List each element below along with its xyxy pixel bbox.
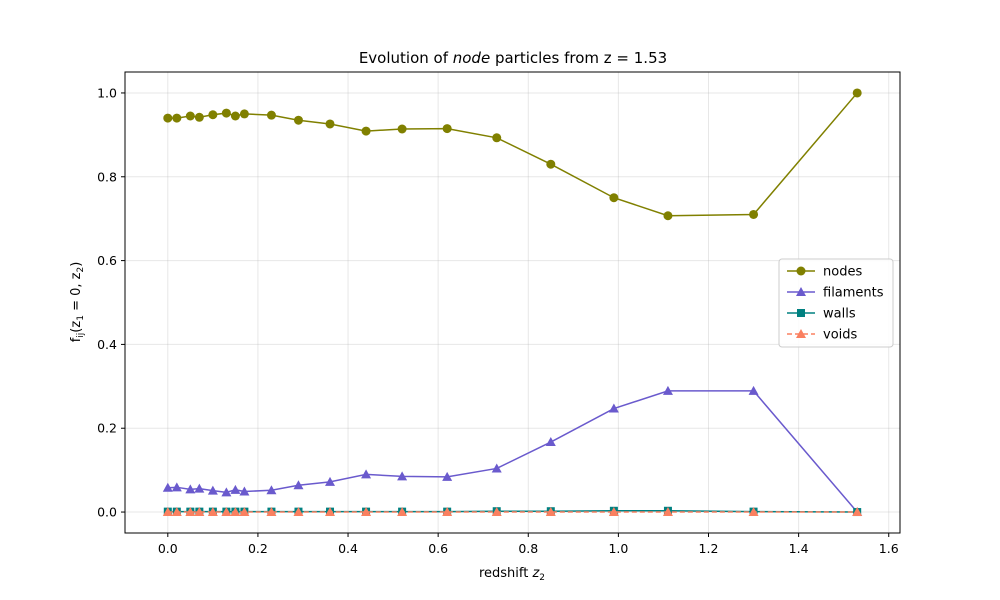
- data-point-nodes: [609, 193, 619, 203]
- x-tick-label: 1.6: [879, 541, 899, 556]
- data-point-voids: [361, 507, 372, 517]
- data-point-voids: [397, 507, 408, 517]
- data-point-filaments: [608, 403, 619, 413]
- data-point-voids: [491, 507, 502, 517]
- data-point-filaments: [748, 385, 759, 395]
- data-point-voids: [207, 507, 218, 517]
- data-point-filaments: [194, 483, 205, 493]
- data-point-nodes: [239, 109, 249, 119]
- data-point-filaments: [442, 471, 453, 481]
- legend-marker-filaments: [796, 287, 806, 296]
- data-point-filaments: [662, 385, 673, 395]
- y-tick-label: 1.0: [97, 85, 117, 100]
- y-tick-label: 0.2: [97, 421, 117, 436]
- data-point-nodes: [325, 119, 335, 129]
- data-point-voids: [239, 507, 250, 517]
- data-point-filaments: [221, 487, 232, 497]
- y-axis-ticks: 0.0 0.2 0.4 0.6 0.8 1.0: [97, 85, 125, 520]
- legend-label-nodes: nodes: [823, 265, 862, 280]
- data-point-filaments: [185, 484, 196, 494]
- x-tick-label: 0.8: [518, 541, 538, 556]
- data-point-nodes: [852, 88, 862, 98]
- data-point-nodes: [749, 209, 759, 219]
- x-tick-label: 0.4: [338, 541, 358, 556]
- x-tick-label: 0.0: [158, 541, 178, 556]
- data-point-filaments: [361, 469, 372, 479]
- data-point-filaments: [162, 482, 173, 492]
- data-point-nodes: [361, 126, 371, 136]
- data-point-voids: [171, 507, 182, 517]
- y-tick-label: 0.8: [97, 169, 117, 184]
- data-point-nodes: [185, 111, 195, 121]
- data-point-filaments: [266, 485, 277, 495]
- y-axis-label: fij(z1 = 0, z2): [69, 262, 86, 343]
- series-nodes: [163, 88, 862, 221]
- data-point-nodes: [442, 124, 452, 134]
- data-point-nodes: [194, 112, 204, 122]
- data-point-nodes: [230, 111, 240, 121]
- legend-box: [778, 258, 894, 348]
- data-point-filaments: [293, 480, 304, 490]
- data-point-filaments: [325, 476, 336, 486]
- legend: nodes filaments walls voids: [778, 258, 894, 348]
- x-tick-label: 1.4: [789, 541, 809, 556]
- x-tick-label: 0.2: [248, 541, 268, 556]
- data-point-voids: [185, 507, 196, 517]
- x-axis-label: redshift z2: [479, 566, 545, 583]
- data-point-filaments: [230, 484, 241, 494]
- data-point-filaments: [397, 471, 408, 481]
- legend-label-walls: walls: [823, 307, 856, 322]
- data-point-voids: [162, 507, 173, 517]
- data-point-nodes: [163, 113, 173, 123]
- legend-marker-nodes: [796, 266, 806, 276]
- series-layer: [162, 88, 863, 517]
- data-point-filaments: [545, 437, 556, 447]
- data-point-nodes: [208, 110, 218, 120]
- y-tick-label: 0.0: [97, 505, 117, 520]
- x-tick-label: 1.0: [608, 541, 628, 556]
- legend-label-filaments: filaments: [823, 286, 884, 301]
- data-point-nodes: [492, 133, 502, 143]
- data-point-voids: [748, 507, 759, 517]
- plot-area-frame: [124, 71, 901, 534]
- data-point-filaments: [491, 463, 502, 473]
- data-point-voids: [442, 507, 453, 517]
- data-point-nodes: [546, 159, 556, 169]
- data-point-nodes: [293, 115, 303, 125]
- data-point-voids: [325, 507, 336, 517]
- data-point-filaments: [171, 482, 182, 492]
- data-point-nodes: [663, 211, 673, 221]
- data-point-voids: [545, 507, 556, 517]
- data-point-nodes: [397, 124, 407, 134]
- data-point-nodes: [221, 108, 231, 118]
- y-tick-label: 0.4: [97, 337, 117, 352]
- data-point-filaments: [239, 486, 250, 496]
- data-point-voids: [194, 507, 205, 517]
- x-tick-label: 1.2: [699, 541, 719, 556]
- x-axis-ticks: 0.0 0.2 0.4 0.6 0.8 1.0 1.2 1.4 1.6: [158, 533, 899, 556]
- data-point-voids: [266, 507, 277, 517]
- legend-marker-voids: [796, 329, 806, 338]
- data-point-voids: [662, 507, 673, 517]
- data-point-filaments: [207, 485, 218, 495]
- series-voids: [162, 507, 863, 517]
- x-tick-label: 0.6: [428, 541, 448, 556]
- data-point-voids: [852, 507, 863, 517]
- y-tick-label: 0.6: [97, 253, 117, 268]
- legend-marker-walls: [797, 309, 805, 317]
- legend-entries: nodes filaments walls voids: [787, 265, 884, 343]
- legend-label-voids: voids: [823, 328, 858, 343]
- data-point-nodes: [266, 110, 276, 120]
- data-point-voids: [608, 507, 619, 517]
- data-point-nodes: [172, 113, 182, 123]
- data-point-voids: [293, 507, 304, 517]
- chart-title: Evolution of node particles from z = 1.5…: [359, 49, 667, 67]
- data-point-voids: [230, 507, 241, 517]
- data-point-voids: [221, 507, 232, 517]
